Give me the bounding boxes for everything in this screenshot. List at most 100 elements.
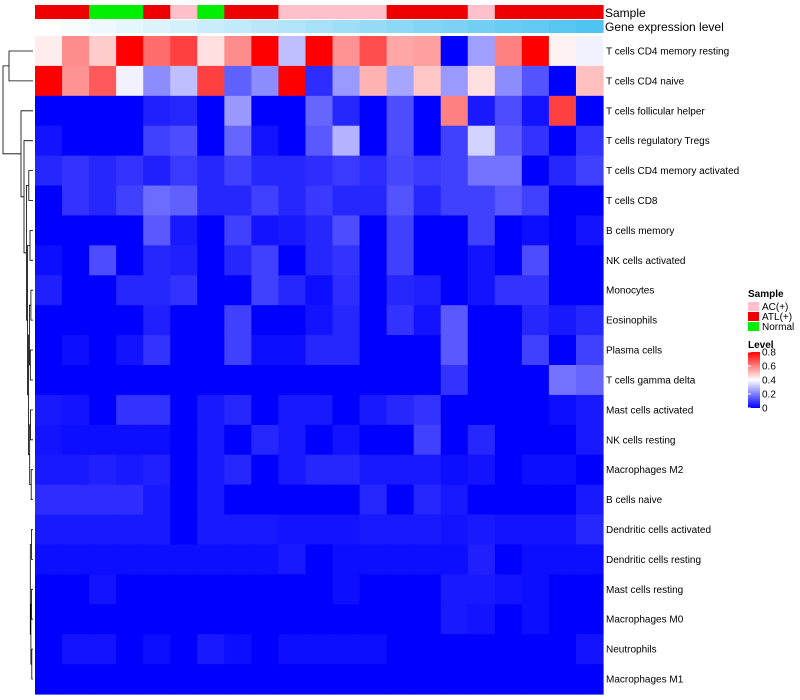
heatmap-cell bbox=[170, 634, 198, 665]
heatmap-cell bbox=[143, 65, 171, 97]
sample-annotation-cell bbox=[197, 5, 225, 19]
heatmap-cell bbox=[386, 514, 415, 546]
row-label: Dendritic cells resting bbox=[606, 555, 701, 566]
heatmap-cell bbox=[548, 245, 577, 276]
heatmap-cell bbox=[197, 484, 225, 516]
sample-annotation-cell bbox=[494, 5, 523, 19]
heatmap-cell bbox=[35, 335, 63, 366]
heatmap-cell bbox=[548, 185, 577, 217]
heatmap-cell bbox=[440, 365, 469, 396]
heatmap-cell bbox=[413, 484, 442, 516]
heatmap-cell bbox=[197, 664, 225, 695]
heatmap-cell bbox=[386, 95, 415, 127]
heatmap-cell bbox=[170, 275, 198, 306]
heatmap-cell bbox=[62, 245, 90, 276]
heatmap-cell bbox=[35, 424, 63, 456]
heatmap-cell bbox=[494, 604, 523, 635]
heatmap-cell bbox=[521, 155, 550, 187]
heatmap-cell bbox=[170, 574, 198, 605]
heatmap-cell bbox=[494, 634, 523, 665]
heatmap-cell bbox=[170, 125, 198, 157]
heatmap-cell bbox=[224, 95, 252, 127]
row-label: Eosinophils bbox=[606, 316, 657, 327]
heatmap-cell bbox=[116, 245, 144, 276]
heatmap-cell bbox=[197, 544, 225, 575]
heatmap-cell bbox=[467, 65, 496, 97]
heatmap-cell bbox=[89, 305, 117, 336]
heatmap-cell bbox=[332, 574, 361, 605]
row-label: T cells gamma delta bbox=[606, 376, 696, 387]
heatmap-cell bbox=[116, 604, 144, 635]
heatmap-cell bbox=[305, 484, 334, 516]
heatmap-cell bbox=[116, 454, 144, 486]
heatmap-cell bbox=[548, 664, 577, 695]
row-label: T cells CD4 memory resting bbox=[606, 47, 729, 58]
heatmap-cell bbox=[413, 424, 442, 456]
heatmap-cell bbox=[548, 365, 577, 396]
heatmap-cell bbox=[62, 215, 90, 246]
heatmap-cell bbox=[575, 514, 604, 546]
heatmap-cell bbox=[332, 454, 361, 486]
heatmap-cell bbox=[170, 514, 198, 546]
heatmap-cell bbox=[305, 305, 334, 336]
heatmap-cell bbox=[278, 454, 307, 486]
gene-expression-annotation-cell bbox=[251, 20, 280, 33]
heatmap-cell bbox=[305, 574, 334, 605]
heatmap-cell bbox=[62, 365, 90, 396]
heatmap-cell bbox=[548, 155, 577, 187]
heatmap-cells bbox=[35, 36, 604, 695]
heatmap-cell bbox=[89, 454, 117, 486]
heatmap-cell bbox=[332, 634, 361, 665]
heatmap-cell bbox=[359, 245, 388, 276]
heatmap-cell bbox=[494, 335, 523, 366]
heatmap-cell bbox=[575, 484, 604, 516]
heatmap-cell bbox=[440, 514, 469, 546]
sample-annotation-cell bbox=[224, 5, 252, 19]
heatmap-cell bbox=[467, 544, 496, 575]
dendrogram-branch bbox=[31, 588, 33, 620]
heatmap-cell bbox=[413, 125, 442, 157]
heatmap-cell bbox=[359, 125, 388, 157]
heatmap-cell bbox=[332, 484, 361, 516]
gene-expression-annotation-cell bbox=[440, 20, 469, 33]
row-label: Plasma cells bbox=[606, 346, 662, 357]
heatmap-cell bbox=[224, 424, 252, 456]
heatmap-cell bbox=[548, 215, 577, 246]
heatmap-cell bbox=[116, 125, 144, 157]
heatmap-cell bbox=[116, 215, 144, 246]
heatmap-cell bbox=[548, 275, 577, 306]
heatmap-cell bbox=[305, 514, 334, 546]
heatmap-cell bbox=[116, 185, 144, 217]
heatmap-cell bbox=[440, 36, 469, 67]
heatmap-cell bbox=[548, 335, 577, 366]
heatmap-cell bbox=[413, 514, 442, 546]
heatmap-cell bbox=[224, 36, 252, 67]
heatmap-cell bbox=[170, 185, 198, 217]
gene-expression-annotation-cell bbox=[89, 20, 117, 33]
heatmap-cell bbox=[251, 65, 280, 97]
heatmap-cell bbox=[332, 305, 361, 336]
heatmap-cell bbox=[386, 65, 415, 97]
sample-annotation-cell bbox=[278, 5, 307, 19]
sample-legend-swatch bbox=[748, 312, 759, 321]
heatmap-cell bbox=[170, 305, 198, 336]
dendrogram-branch bbox=[30, 409, 33, 441]
heatmap-cell bbox=[170, 95, 198, 127]
annotation-label-sample: Sample bbox=[605, 6, 646, 20]
heatmap-cell bbox=[62, 604, 90, 635]
heatmap-cell bbox=[305, 65, 334, 97]
heatmap-cell bbox=[386, 394, 415, 426]
level-tick-label: 0.4 bbox=[762, 376, 776, 387]
heatmap-cell bbox=[224, 275, 252, 306]
heatmap-cell bbox=[413, 65, 442, 97]
gene-expression-annotation-cell bbox=[494, 20, 523, 33]
heatmap-cell bbox=[521, 574, 550, 605]
heatmap-cell bbox=[521, 185, 550, 217]
heatmap-cell bbox=[305, 454, 334, 486]
heatmap-cell bbox=[548, 574, 577, 605]
heatmap-cell bbox=[386, 155, 415, 187]
heatmap-cell bbox=[332, 185, 361, 217]
heatmap-cell bbox=[359, 514, 388, 546]
heatmap-cell bbox=[35, 185, 63, 217]
heatmap-cell bbox=[62, 514, 90, 546]
